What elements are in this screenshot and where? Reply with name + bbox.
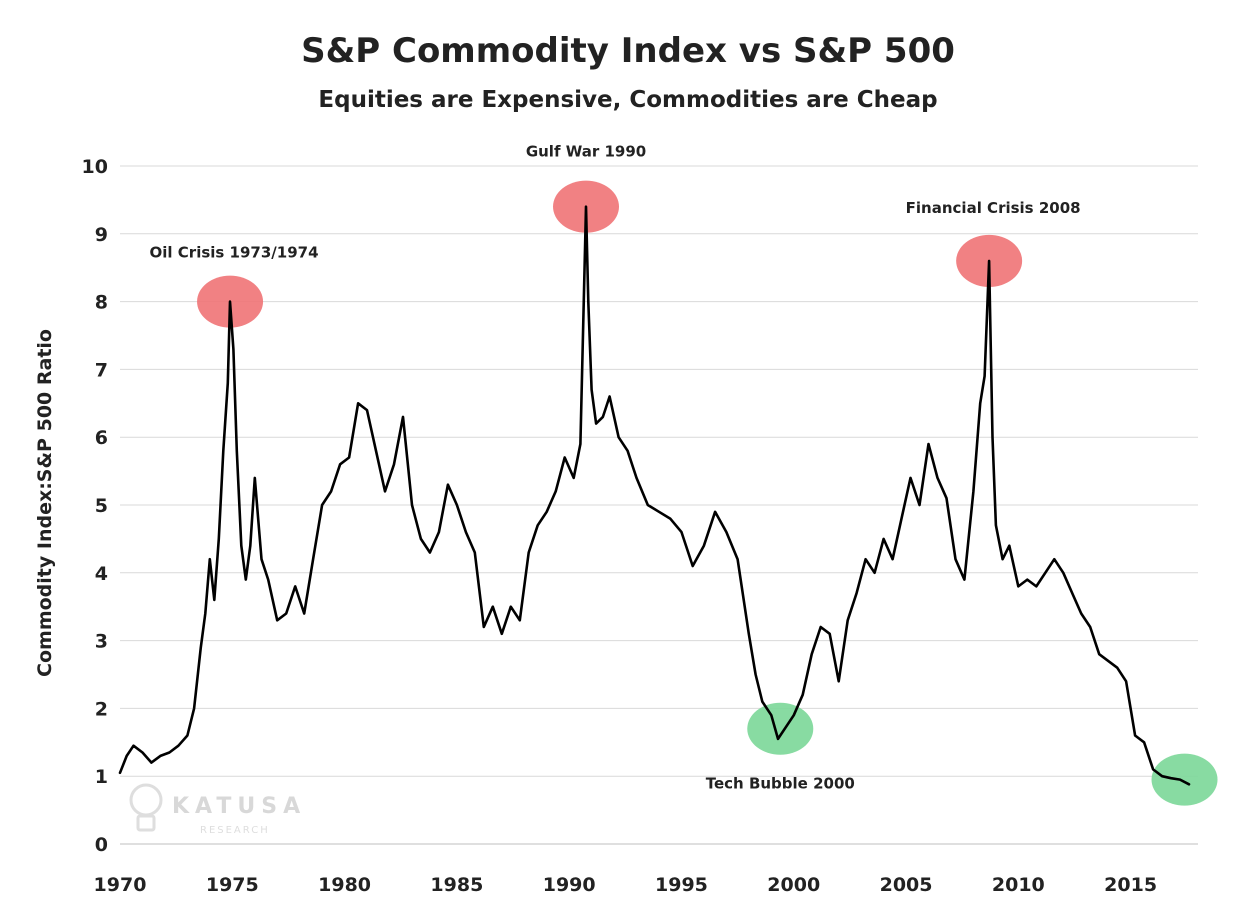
x-tick-label: 1985 [430,874,483,896]
annotation-label-2: Financial Crisis 2008 [906,199,1081,217]
watermark-sub: RESEARCH [200,825,270,836]
y-tick-label: 8 [95,292,108,314]
highlight-circles [197,180,1218,806]
y-tick-label: 7 [95,359,108,381]
x-tick-label: 1990 [543,874,596,896]
annotation-label-0: Oil Crisis 1973/1974 [150,244,319,262]
highlight-circle-4 [1151,753,1218,806]
x-tick-label: 2015 [1104,874,1157,896]
annotation-label-3: Tech Bubble 2000 [706,775,855,793]
y-tick-label: 1 [95,766,108,788]
annotation-labels: Oil Crisis 1973/1974 Gulf War 1990 Financi… [150,143,1081,793]
x-tick-label: 2005 [880,874,933,896]
x-tick-label: 2000 [767,874,820,896]
x-tick-label: 1975 [206,874,259,896]
y-tick-label: 0 [95,834,108,856]
y-tick-label: 3 [95,631,108,653]
watermark: KATUSA RESEARCH [129,783,306,836]
annotation-label-1: Gulf War 1990 [526,143,646,161]
chart-title: S&P Commodity Index vs S&P 500 [301,31,955,71]
axes: 0 1 2 3 4 5 6 7 8 9 10 1970 1975 1980 1985 1990 1995 2000… [82,156,1198,896]
lightbulb-icon [129,783,163,832]
y-tick-label: 10 [82,156,108,178]
y-tick-label: 2 [95,698,108,720]
x-tick-label: 2010 [992,874,1045,896]
x-tick-label: 1995 [655,874,708,896]
series-line-0 [118,205,1191,786]
series-layer [118,205,1191,786]
x-tick-label: 1970 [94,874,147,896]
watermark-brand: KATUSA [172,794,306,819]
y-tick-label: 9 [95,224,108,246]
y-tick-label: 6 [95,427,108,449]
gridlines [120,165,1198,777]
x-tick-label: 1980 [318,874,371,896]
y-axis-label: Commodity Index:S&P 500 Ratio [34,329,56,677]
highlight-circle-3 [747,702,814,755]
y-tick-label: 5 [95,495,108,517]
chart-subtitle: Equities are Expensive, Commodities are … [318,87,937,113]
y-tick-label: 4 [95,563,108,585]
